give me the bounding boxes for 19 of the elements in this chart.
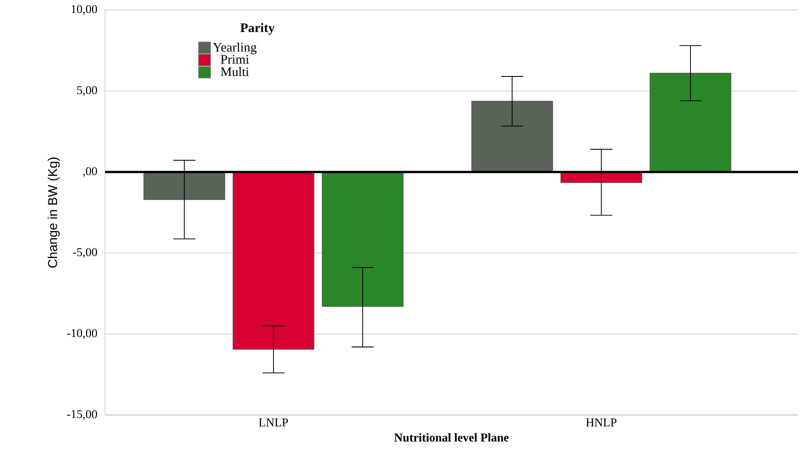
- y-tick-label: -15,00: [67, 410, 98, 420]
- bar: [650, 72, 732, 172]
- y-tick-label: -5,00: [73, 248, 98, 258]
- legend-label: Primi: [220, 54, 249, 64]
- bar: [144, 172, 226, 200]
- y-axis-title: Change in BW (Kg): [48, 158, 60, 268]
- legend-label: Multi: [220, 67, 249, 76]
- legend-label: Yearling: [212, 42, 257, 54]
- bar: [471, 100, 553, 172]
- x-tick-label: LNLP: [258, 418, 288, 426]
- bar: [322, 172, 404, 307]
- bar: [232, 172, 314, 350]
- x-axis-title: Nutritional level Plane: [394, 433, 509, 442]
- x-tick-label: HNLP: [586, 418, 616, 426]
- y-tick-label: -10,00: [67, 329, 98, 339]
- y-tick-label: ,00: [82, 167, 98, 177]
- y-tick-label: 10,00: [72, 5, 98, 15]
- legend-title: Parity: [240, 23, 275, 35]
- y-tick-label: 5,00: [77, 86, 98, 96]
